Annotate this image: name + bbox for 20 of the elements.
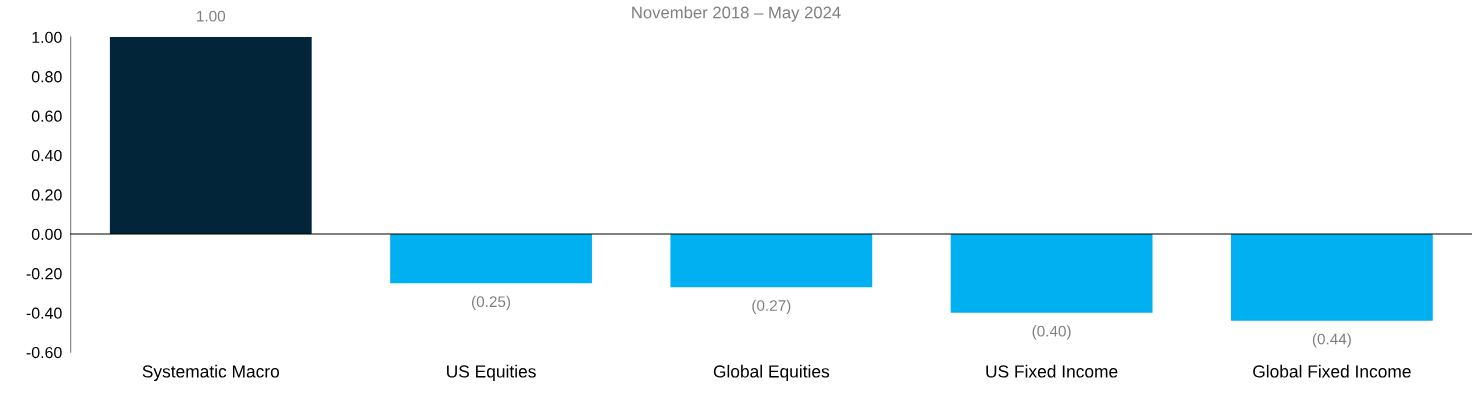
data-label: (0.40) <box>1032 325 1071 340</box>
y-tick-label: -0.40 <box>26 307 62 319</box>
chart-subtitle: November 2018 – May 2024 <box>632 6 841 22</box>
data-label: (0.25) <box>472 295 511 311</box>
y-tick-label: 0.00 <box>31 228 62 241</box>
x-tick-label: US Fixed Income <box>986 364 1118 378</box>
y-tick-label: 0.40 <box>31 149 62 162</box>
x-tick-label: Global Fixed Income <box>1253 364 1411 378</box>
x-tick-label: Global Equities <box>713 364 830 382</box>
x-tick-label: Systematic Macro <box>142 364 280 382</box>
y-tick-label: 0.60 <box>31 110 62 122</box>
y-tick-label: -0.20 <box>26 268 62 280</box>
x-tick-label: US Equities <box>447 364 536 382</box>
data-label: (0.44) <box>1312 333 1351 348</box>
data-label: 1.00 <box>197 10 226 22</box>
y-tick-label: 0.20 <box>31 189 62 201</box>
y-tick-label: -0.60 <box>26 346 62 359</box>
y-tick-label: 0.80 <box>31 71 62 83</box>
data-label: (0.27) <box>752 299 791 314</box>
y-tick-label: 1.00 <box>32 31 62 44</box>
